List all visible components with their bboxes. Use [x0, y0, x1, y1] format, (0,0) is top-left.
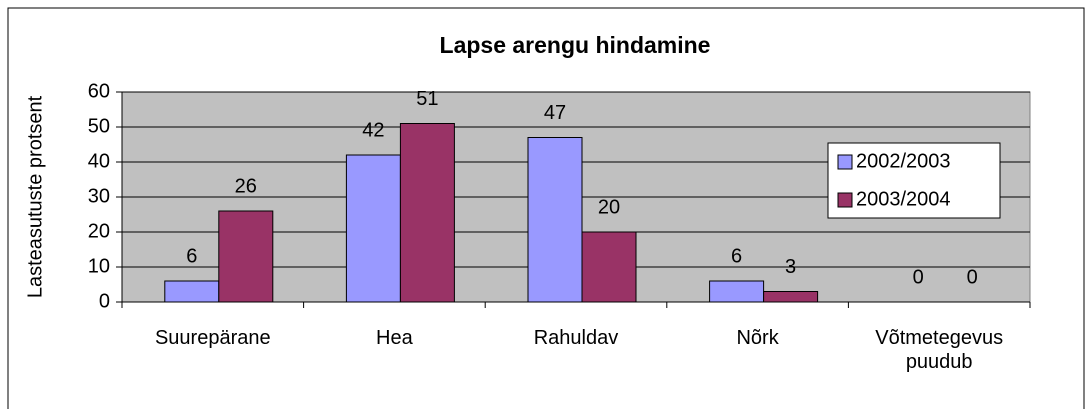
legend-label: 2002/2003 [856, 150, 951, 172]
legend-swatch [837, 192, 853, 208]
y-tick-label: 50 [88, 115, 110, 137]
data-label: 42 [362, 119, 384, 141]
data-label: 0 [913, 266, 924, 288]
bar [763, 291, 819, 303]
data-label: 3 [785, 256, 796, 278]
bar [709, 280, 765, 303]
bar [399, 123, 455, 303]
legend-swatch [837, 154, 853, 170]
data-label: 26 [235, 175, 257, 197]
data-label: 0 [967, 266, 978, 288]
x-tick-label: Nõrk [736, 327, 779, 349]
legend-label: 2003/2004 [856, 188, 951, 210]
bar [345, 154, 401, 303]
y-tick-label: 10 [88, 255, 110, 277]
x-tick-label: Rahuldav [533, 327, 619, 349]
bar [164, 280, 220, 303]
x-tick-label: Võtmetegevus puudub [875, 327, 1004, 373]
bar [581, 231, 637, 303]
data-label: 51 [416, 88, 438, 110]
x-tick-label: Hea [376, 327, 413, 349]
chart-title: Lapse arengu hindamine [440, 32, 711, 58]
chart-border [7, 7, 1085, 409]
data-label: 6 [186, 245, 197, 267]
y-tick-label: 30 [88, 185, 110, 207]
bar [218, 210, 274, 303]
data-label: 6 [731, 245, 742, 267]
y-axis-label: Lasteasutuste protsent [24, 95, 46, 298]
bar [527, 137, 583, 303]
x-tick-label: Suurepärane [154, 327, 271, 349]
y-tick-label: 40 [88, 150, 110, 172]
y-tick-label: 20 [88, 220, 110, 242]
y-tick-label: 0 [99, 290, 110, 312]
legend-box [827, 142, 1001, 219]
data-label: 20 [598, 196, 620, 218]
y-tick-label: 60 [88, 80, 110, 102]
data-label: 47 [544, 102, 566, 124]
